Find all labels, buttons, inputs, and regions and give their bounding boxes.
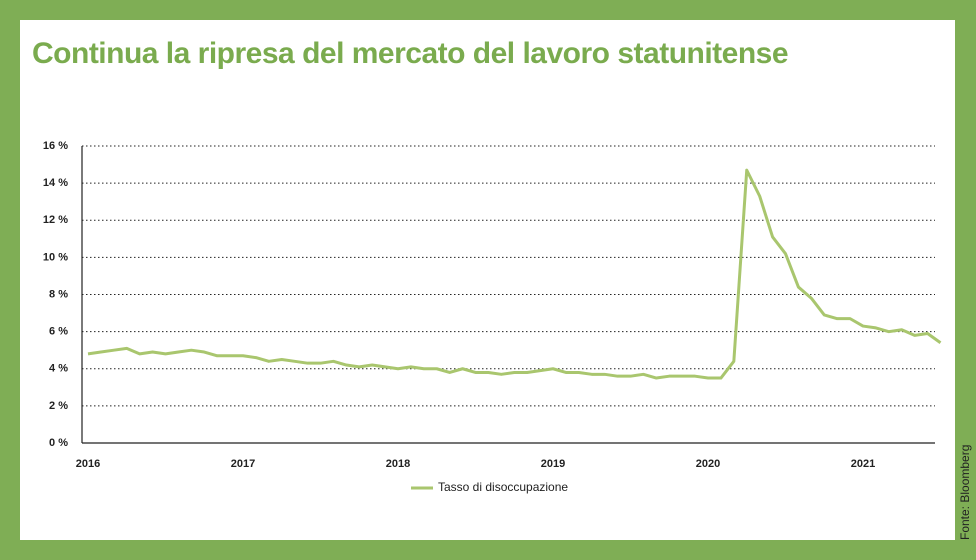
x-tick-label: 2021 bbox=[851, 458, 875, 470]
x-tick-label: 2019 bbox=[541, 458, 565, 470]
x-tick-label: 2018 bbox=[386, 458, 410, 470]
y-tick-label: 8 % bbox=[49, 288, 68, 300]
y-tick-label: 4 % bbox=[49, 363, 68, 375]
y-tick-label: 12 % bbox=[43, 214, 68, 226]
x-tick-label: 2017 bbox=[231, 458, 255, 470]
y-tick-label: 10 % bbox=[43, 251, 68, 263]
y-tick-label: 0 % bbox=[49, 437, 68, 449]
legend-label: Tasso di disoccupazione bbox=[438, 480, 568, 494]
x-tick-label: 2020 bbox=[696, 458, 720, 470]
y-tick-label: 14 % bbox=[43, 177, 68, 189]
card bbox=[20, 20, 955, 540]
y-tick-label: 16 % bbox=[43, 140, 68, 152]
source: Fonte: Bloomberg bbox=[958, 445, 972, 540]
line-series bbox=[87, 168, 942, 380]
y-tick-label: 2 % bbox=[49, 400, 68, 412]
chart-title: Continua la ripresa del mercato del lavo… bbox=[32, 37, 788, 70]
y-tick-label: 6 % bbox=[49, 326, 68, 338]
x-tick-label: 2016 bbox=[76, 458, 100, 470]
